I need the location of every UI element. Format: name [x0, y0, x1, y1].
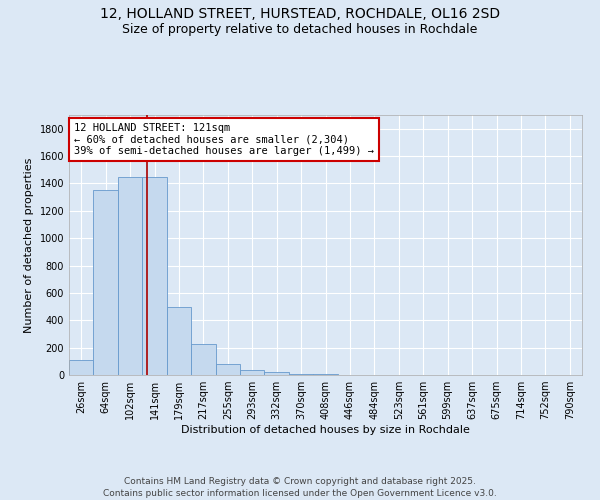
Bar	[240, 370, 265, 375]
Text: Contains public sector information licensed under the Open Government Licence v3: Contains public sector information licen…	[103, 489, 497, 498]
X-axis label: Distribution of detached houses by size in Rochdale: Distribution of detached houses by size …	[181, 425, 470, 435]
Text: 12, HOLLAND STREET, HURSTEAD, ROCHDALE, OL16 2SD: 12, HOLLAND STREET, HURSTEAD, ROCHDALE, …	[100, 8, 500, 22]
Text: 12 HOLLAND STREET: 121sqm
← 60% of detached houses are smaller (2,304)
39% of se: 12 HOLLAND STREET: 121sqm ← 60% of detac…	[74, 123, 374, 156]
Bar	[191, 344, 215, 375]
Text: Contains HM Land Registry data © Crown copyright and database right 2025.: Contains HM Land Registry data © Crown c…	[124, 478, 476, 486]
Bar	[142, 176, 167, 375]
Bar	[265, 372, 289, 375]
Bar	[69, 360, 94, 375]
Bar	[289, 374, 313, 375]
Bar	[215, 364, 240, 375]
Bar	[94, 190, 118, 375]
Y-axis label: Number of detached properties: Number of detached properties	[24, 158, 34, 332]
Bar	[313, 374, 338, 375]
Text: Size of property relative to detached houses in Rochdale: Size of property relative to detached ho…	[122, 22, 478, 36]
Bar	[118, 176, 142, 375]
Bar	[167, 306, 191, 375]
